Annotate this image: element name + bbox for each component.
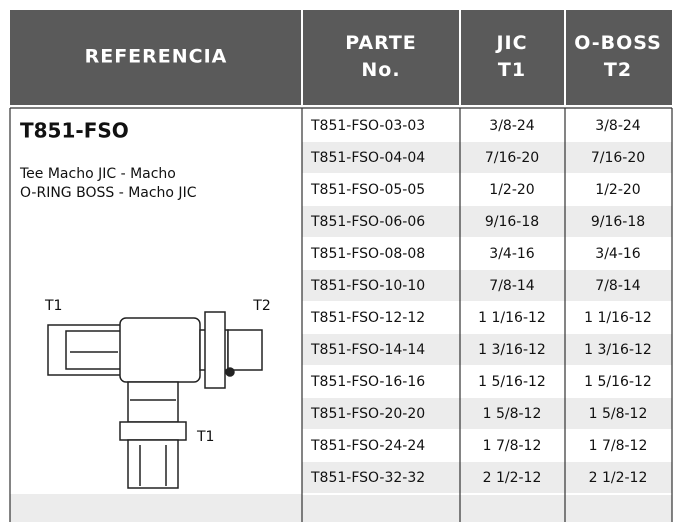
product-description: O-RING BOSS - Macho JIC xyxy=(20,185,197,201)
table-cell: 1 3/16-12 xyxy=(584,342,652,358)
table-cell: 1 5/8-12 xyxy=(589,406,648,422)
table-cell: 3/8-24 xyxy=(489,118,534,134)
row-band xyxy=(302,398,672,430)
column-header: No. xyxy=(361,59,400,81)
row-band xyxy=(302,334,672,366)
product-code: T851-FSO xyxy=(20,119,129,143)
table-cell: 1 5/16-12 xyxy=(584,374,652,390)
table-cell: 2 1/2-12 xyxy=(589,470,648,486)
table-cell: 7/16-20 xyxy=(485,150,539,166)
table-cell: T851-FSO-24-24 xyxy=(310,438,425,454)
diagram-label: T2 xyxy=(252,298,270,314)
table-cell: T851-FSO-03-03 xyxy=(310,118,425,134)
table-cell: T851-FSO-16-16 xyxy=(310,374,425,390)
table-cell: T851-FSO-20-20 xyxy=(310,406,425,422)
table-cell: 1 5/8-12 xyxy=(483,406,542,422)
table-cell: 7/8-14 xyxy=(595,278,640,294)
table-cell: T851-FSO-32-32 xyxy=(310,470,425,486)
table-cell: 7/8-14 xyxy=(489,278,534,294)
table-cell: T851-FSO-05-05 xyxy=(310,182,425,198)
column-header: PARTE xyxy=(345,32,417,54)
table-cell: 1 7/8-12 xyxy=(589,438,648,454)
column-header: O-BOSS xyxy=(574,32,662,54)
table-cell: 1 1/16-12 xyxy=(478,310,546,326)
table-cell: 1 5/16-12 xyxy=(478,374,546,390)
table-cell: T851-FSO-04-04 xyxy=(310,150,425,166)
row-band xyxy=(302,206,672,238)
header-dividers xyxy=(301,10,566,105)
table-cell: 1 1/16-12 xyxy=(584,310,652,326)
table-cell: 2 1/2-12 xyxy=(483,470,542,486)
empty-row xyxy=(10,494,672,522)
column-header: T2 xyxy=(604,59,632,81)
table-cell: T851-FSO-12-12 xyxy=(310,310,425,326)
row-band xyxy=(302,270,672,302)
table-cell: 9/16-18 xyxy=(485,214,539,230)
table-cell: 3/4-16 xyxy=(595,246,640,262)
table-cell: T851-FSO-06-06 xyxy=(310,214,425,230)
table-cell: 1 3/16-12 xyxy=(478,342,546,358)
table-cell: T851-FSO-08-08 xyxy=(310,246,425,262)
row-band xyxy=(302,142,672,174)
table-cell: 7/16-20 xyxy=(591,150,645,166)
table-cell: 1/2-20 xyxy=(489,182,534,198)
fitting-diagram xyxy=(47,311,263,489)
column-header: T1 xyxy=(498,59,526,81)
table-cell: 3/8-24 xyxy=(595,118,640,134)
row-band xyxy=(302,462,672,494)
grid xyxy=(9,107,673,522)
table-cell: 1/2-20 xyxy=(595,182,640,198)
product-description: Tee Macho JIC - Macho xyxy=(19,166,176,182)
table-cell: T851-FSO-10-10 xyxy=(310,278,425,294)
diagram-label: T1 xyxy=(196,429,214,445)
table-cell: 1 7/8-12 xyxy=(483,438,542,454)
header-band xyxy=(10,10,672,105)
column-header: REFERENCIA xyxy=(85,46,228,68)
table-cell: T851-FSO-14-14 xyxy=(310,342,425,358)
column-header: JIC xyxy=(494,32,527,54)
diagram-label: T1 xyxy=(44,298,62,314)
table-cell: 9/16-18 xyxy=(591,214,645,230)
table-cell: 3/4-16 xyxy=(489,246,534,262)
